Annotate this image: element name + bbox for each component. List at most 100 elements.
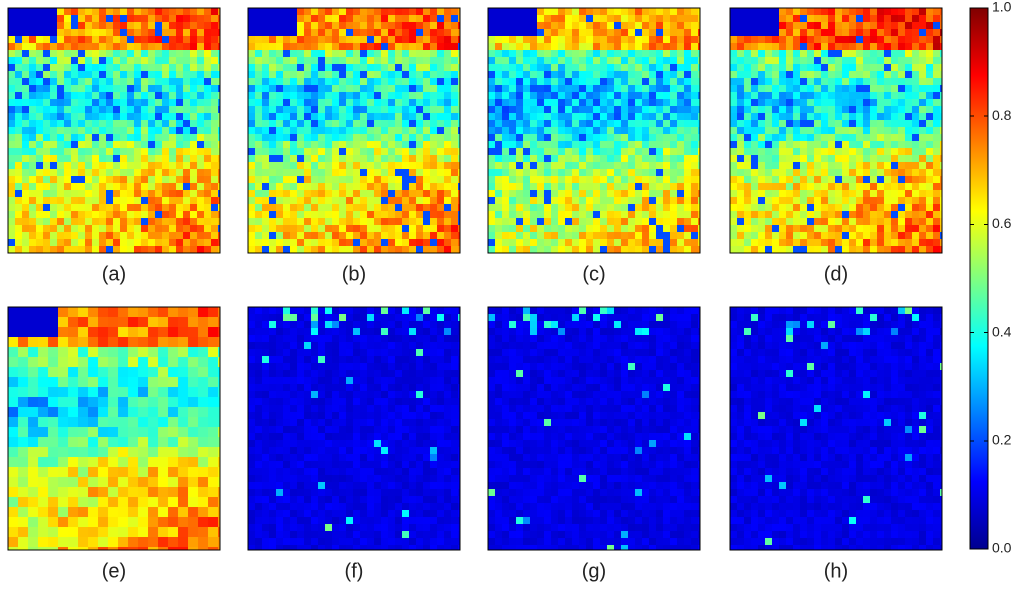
pixel [430,321,437,328]
pixel [670,22,677,29]
pixel [332,225,339,232]
pixel [360,8,367,15]
pixel [884,106,891,113]
pixel [891,162,898,169]
pixel [509,92,516,99]
pixel [374,218,381,225]
pixel [88,417,98,427]
pixel [800,155,807,162]
pixel [670,106,677,113]
pixel [218,71,220,78]
pixel [621,246,628,253]
pixel [814,169,821,176]
pixel [451,50,458,57]
pixel [502,113,509,120]
pixel [276,15,283,22]
pixel [537,239,544,246]
pixel [698,204,700,211]
pixel [821,50,828,57]
pixel [884,232,891,239]
pixel [607,246,614,253]
pixel [579,8,586,15]
pixel [99,155,106,162]
pixel [628,169,635,176]
pixel [656,85,663,92]
pixel [88,527,98,537]
pixel [765,162,772,169]
pixel [530,204,537,211]
pixel [28,357,38,367]
pixel [607,239,614,246]
pixel [311,314,318,321]
pixel [912,204,919,211]
pixel [120,218,127,225]
pixel [572,29,579,36]
pixel [88,547,98,550]
pixel [339,307,346,314]
pixel [168,527,178,537]
pixel [325,106,332,113]
pixel [523,85,530,92]
pixel [807,148,814,155]
pixel [656,211,663,218]
pixel [98,377,108,387]
pixel [751,92,758,99]
pixel [663,43,670,50]
pixel [842,169,849,176]
pixel [670,211,677,218]
pixel [488,15,495,22]
pixel [649,246,656,253]
pixel [58,377,68,387]
pixel [71,246,78,253]
pixel [677,92,684,99]
pixel [318,43,325,50]
pixel [677,169,684,176]
pixel [190,8,197,15]
pixel [423,99,430,106]
pixel [572,99,579,106]
pixel [360,169,367,176]
pixel [621,169,628,176]
pixel [870,64,877,71]
pixel [544,64,551,71]
pixel [29,246,36,253]
pixel [814,127,821,134]
pixel [36,197,43,204]
pixel [516,43,523,50]
pixel [197,225,204,232]
pixel [849,183,856,190]
pixel [416,232,423,239]
pixel [22,92,29,99]
pixel [276,176,283,183]
pixel [737,162,744,169]
pixel [579,239,586,246]
pixel [68,307,78,317]
pixel [635,197,642,204]
pixel [877,29,884,36]
pixel [898,8,905,15]
pixel [353,99,360,106]
pixel [737,176,744,183]
pixel [162,8,169,15]
pixel [188,327,198,337]
pixel [737,15,744,22]
pixel [737,92,744,99]
pixel [458,183,460,190]
pixel [158,327,168,337]
pixel [698,218,700,225]
pixel [409,321,416,328]
pixel [134,134,141,141]
pixel [169,120,176,127]
pixel [290,22,297,29]
pixel [558,197,565,204]
pixel [178,507,188,517]
pixel [36,218,43,225]
pixel [807,141,814,148]
pixel [821,232,828,239]
pixel [516,22,523,29]
pixel [297,43,304,50]
pixel [933,232,940,239]
pixel [381,141,388,148]
pixel [78,225,85,232]
pixel [339,50,346,57]
